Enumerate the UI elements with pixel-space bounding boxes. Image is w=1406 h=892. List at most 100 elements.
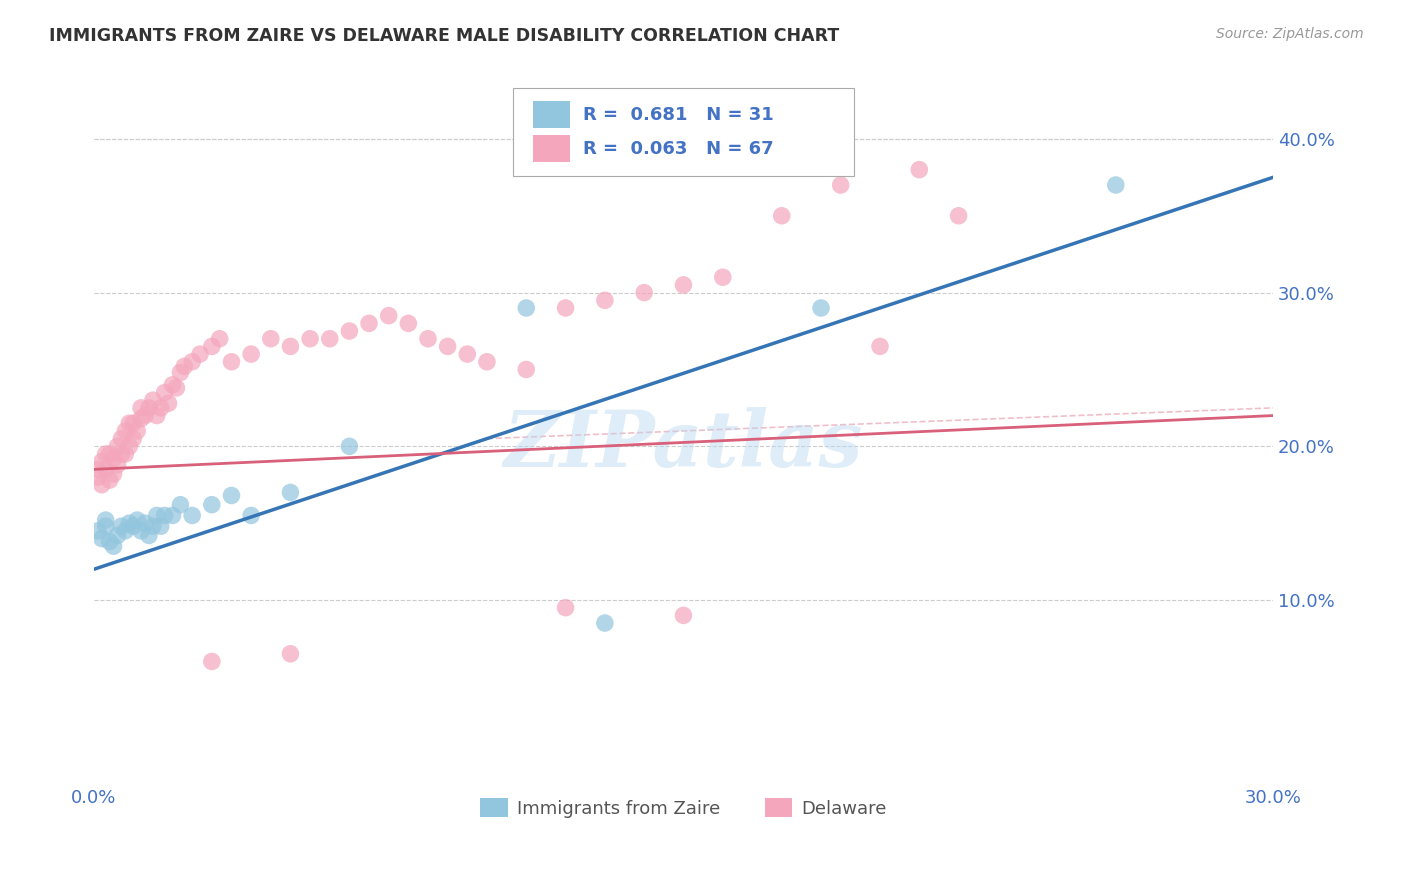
Point	[280, 339, 302, 353]
Point	[181, 508, 204, 523]
Point	[169, 366, 191, 380]
Point	[107, 458, 129, 472]
Point	[110, 519, 132, 533]
Point	[153, 385, 176, 400]
Point	[416, 332, 439, 346]
Point	[87, 524, 110, 538]
Point	[153, 508, 176, 523]
Point	[280, 485, 302, 500]
Point	[110, 447, 132, 461]
Point	[280, 647, 302, 661]
Point	[87, 462, 110, 476]
Point	[162, 377, 184, 392]
Point	[711, 270, 734, 285]
Point	[240, 508, 263, 523]
Point	[122, 416, 145, 430]
Point	[94, 513, 117, 527]
Point	[201, 498, 224, 512]
Point	[94, 462, 117, 476]
Point	[90, 455, 112, 469]
Point	[396, 316, 419, 330]
Bar	[533, 136, 571, 162]
Point	[142, 393, 165, 408]
Point	[948, 209, 970, 223]
Point	[146, 508, 169, 523]
Point	[107, 439, 129, 453]
Text: R =  0.681   N = 31: R = 0.681 N = 31	[583, 106, 773, 124]
Point	[118, 516, 141, 530]
Text: ZIPatlas: ZIPatlas	[503, 407, 863, 483]
Point	[869, 339, 891, 353]
Point	[94, 519, 117, 533]
Point	[118, 439, 141, 453]
Point	[672, 277, 695, 292]
Point	[339, 324, 361, 338]
Point	[181, 355, 204, 369]
Point	[114, 424, 136, 438]
Point	[515, 362, 537, 376]
Point	[221, 488, 243, 502]
Point	[515, 301, 537, 315]
Point	[142, 519, 165, 533]
Point	[134, 409, 156, 423]
Point	[98, 447, 121, 461]
Point	[103, 467, 125, 481]
Point	[98, 473, 121, 487]
Point	[830, 178, 852, 192]
Point	[299, 332, 322, 346]
Point	[90, 477, 112, 491]
Point	[208, 332, 231, 346]
Point	[554, 600, 576, 615]
Point	[134, 516, 156, 530]
Point	[127, 424, 149, 438]
Point	[138, 401, 160, 415]
Point	[122, 519, 145, 533]
Point	[149, 401, 172, 415]
Point	[436, 339, 458, 353]
Point	[201, 655, 224, 669]
Point	[114, 524, 136, 538]
Point	[188, 347, 211, 361]
Point	[339, 439, 361, 453]
Point	[94, 447, 117, 461]
Point	[110, 432, 132, 446]
Point	[475, 355, 498, 369]
Point	[103, 539, 125, 553]
Point	[554, 301, 576, 315]
Point	[162, 508, 184, 523]
Text: Source: ZipAtlas.com: Source: ZipAtlas.com	[1216, 27, 1364, 41]
Point	[157, 396, 180, 410]
Text: R =  0.063   N = 67: R = 0.063 N = 67	[583, 140, 773, 158]
Text: IMMIGRANTS FROM ZAIRE VS DELAWARE MALE DISABILITY CORRELATION CHART: IMMIGRANTS FROM ZAIRE VS DELAWARE MALE D…	[49, 27, 839, 45]
Point	[118, 416, 141, 430]
Point	[169, 498, 191, 512]
Point	[166, 381, 188, 395]
Point	[98, 534, 121, 549]
Point	[221, 355, 243, 369]
Point	[240, 347, 263, 361]
Point	[90, 532, 112, 546]
Point	[127, 513, 149, 527]
Bar	[533, 102, 571, 128]
Point	[633, 285, 655, 300]
Point	[129, 401, 152, 415]
Point	[114, 447, 136, 461]
Point	[456, 347, 478, 361]
Point	[593, 615, 616, 630]
Point	[1105, 178, 1128, 192]
Point	[770, 209, 793, 223]
Point	[908, 162, 931, 177]
Point	[319, 332, 342, 346]
Point	[357, 316, 380, 330]
Point	[593, 293, 616, 308]
Point	[138, 528, 160, 542]
FancyBboxPatch shape	[513, 88, 855, 177]
Legend: Immigrants from Zaire, Delaware: Immigrants from Zaire, Delaware	[474, 791, 894, 825]
Point	[87, 470, 110, 484]
Point	[377, 309, 399, 323]
Point	[103, 451, 125, 466]
Point	[146, 409, 169, 423]
Point	[129, 411, 152, 425]
Point	[107, 528, 129, 542]
Point	[260, 332, 283, 346]
